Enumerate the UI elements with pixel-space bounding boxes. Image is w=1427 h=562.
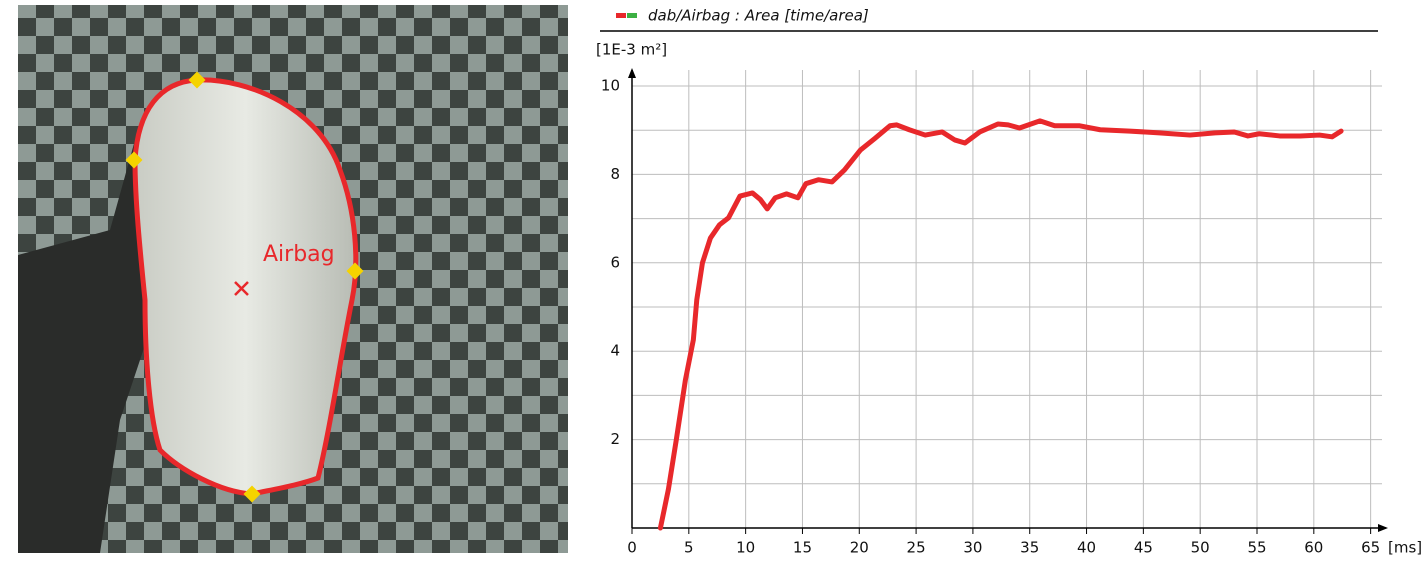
- photo: Airbag: [18, 5, 568, 553]
- y-tick-label: 6: [610, 253, 620, 271]
- x-tick-label: 25: [907, 539, 926, 557]
- x-tick-label: 0: [627, 539, 637, 557]
- y-unit-label: [1E-3 m²]: [596, 41, 667, 59]
- legend-swatch: [616, 13, 626, 18]
- legend-label: dab/Airbag : Area [time/area]: [648, 7, 869, 25]
- x-tick-label: 50: [1191, 539, 1210, 557]
- x-tick-label: 35: [1020, 539, 1039, 557]
- x-tick-label: 55: [1247, 539, 1266, 557]
- y-tick-label: 4: [610, 342, 620, 360]
- x-tick-label: 65: [1361, 539, 1380, 557]
- x-tick-label: 15: [793, 539, 812, 557]
- x-tick-label: 5: [684, 539, 694, 557]
- x-unit-label: [ms]: [1388, 539, 1422, 557]
- y-axis-arrow: [628, 68, 636, 78]
- y-tick-label: 2: [610, 430, 620, 448]
- data-line: [660, 121, 1341, 528]
- airbag-outline: [135, 80, 356, 494]
- x-tick-label: 45: [1134, 539, 1153, 557]
- y-tick-label: 8: [610, 165, 620, 183]
- y-tick-label: 10: [601, 77, 620, 95]
- legend-swatch-2: [627, 13, 637, 18]
- airbag-label: Airbag: [263, 242, 335, 267]
- x-tick-label: 20: [850, 539, 869, 557]
- x-tick-label: 40: [1077, 539, 1096, 557]
- x-tick-label: 10: [736, 539, 755, 557]
- x-tick-label: 60: [1304, 539, 1323, 557]
- x-tick-label: 30: [963, 539, 982, 557]
- screen: Airbag dab/Airbag : Area [time/area] [1E…: [0, 0, 1427, 558]
- x-axis-arrow: [1378, 524, 1388, 532]
- legend: dab/Airbag : Area [time/area]: [600, 7, 1378, 32]
